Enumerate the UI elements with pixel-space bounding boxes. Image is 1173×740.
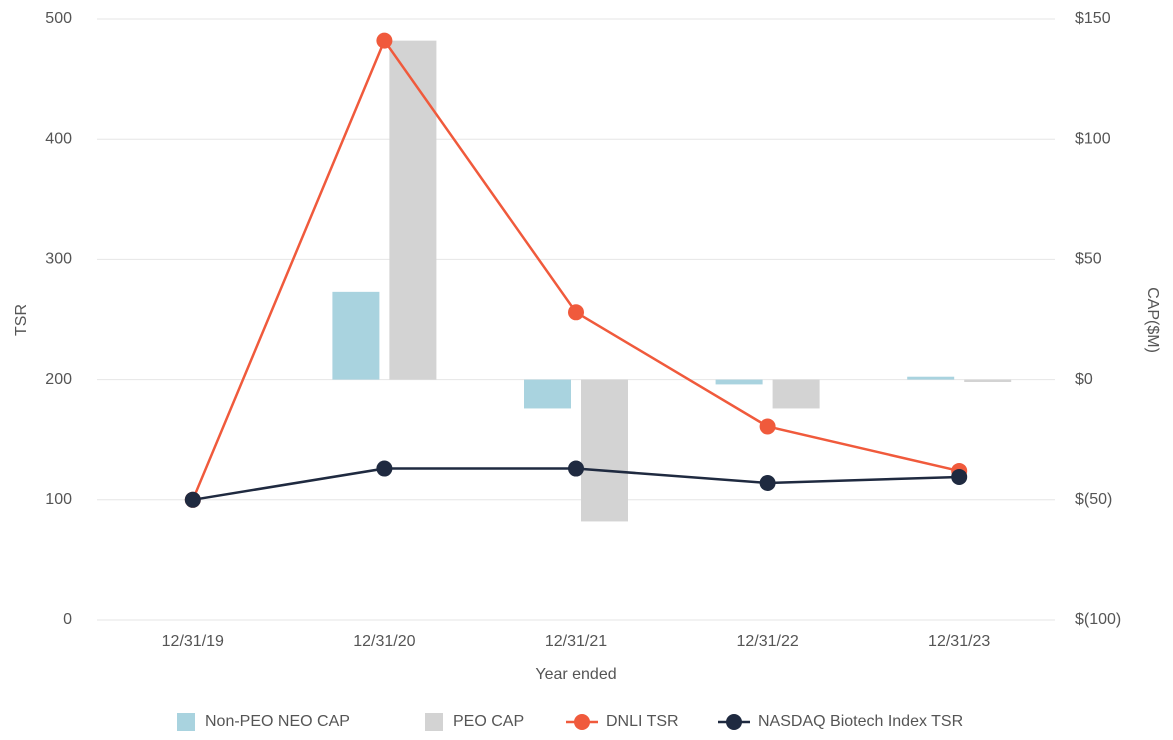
legend-swatch [574, 714, 590, 730]
y2-axis-title: CAP($M) [1144, 287, 1161, 353]
y-axis-title: TSR [13, 304, 30, 336]
legend-swatch [726, 714, 742, 730]
y2-tick-label: $150 [1075, 10, 1111, 27]
legend-label: DNLI TSR [606, 713, 679, 730]
legend-label: PEO CAP [453, 713, 524, 730]
point [568, 304, 584, 321]
x-axis-title: Year ended [535, 666, 616, 683]
x-tick-label: 12/31/20 [353, 633, 415, 650]
point [376, 460, 393, 477]
y2-tick-label: $100 [1075, 130, 1111, 147]
point [376, 32, 393, 49]
y2-tick-label: $50 [1075, 251, 1102, 268]
y2-tick-label: $(100) [1075, 611, 1121, 628]
x-tick-label: 12/31/19 [162, 633, 224, 650]
y-tick-label: 0 [63, 611, 72, 628]
y-tick-label: 300 [45, 251, 72, 268]
y-tick-label: 400 [45, 130, 72, 147]
point [951, 468, 968, 485]
bar [907, 376, 955, 380]
y-tick-label: 200 [45, 371, 72, 388]
point [568, 460, 584, 477]
bar [389, 40, 437, 380]
bar [524, 379, 571, 409]
legend-swatch [177, 713, 195, 731]
y2-tick-label: $0 [1075, 371, 1093, 388]
y-tick-label: 500 [45, 10, 72, 27]
point [184, 491, 201, 508]
x-tick-label: 12/31/23 [928, 633, 990, 650]
legend-label: Non-PEO NEO CAP [205, 713, 350, 730]
legend-swatch [425, 713, 443, 731]
point [759, 474, 776, 491]
bar [964, 379, 1012, 383]
bar [715, 379, 763, 385]
y2-tick-label: $(50) [1075, 491, 1112, 508]
bar [581, 379, 628, 522]
legend-label: NASDAQ Biotech Index TSR [758, 713, 963, 730]
line [191, 38, 960, 501]
x-tick-label: 12/31/22 [736, 633, 798, 650]
bar [772, 379, 820, 409]
point [759, 418, 776, 435]
bar [332, 291, 380, 380]
y-tick-label: 100 [45, 491, 72, 508]
x-tick-label: 12/31/21 [545, 633, 607, 650]
